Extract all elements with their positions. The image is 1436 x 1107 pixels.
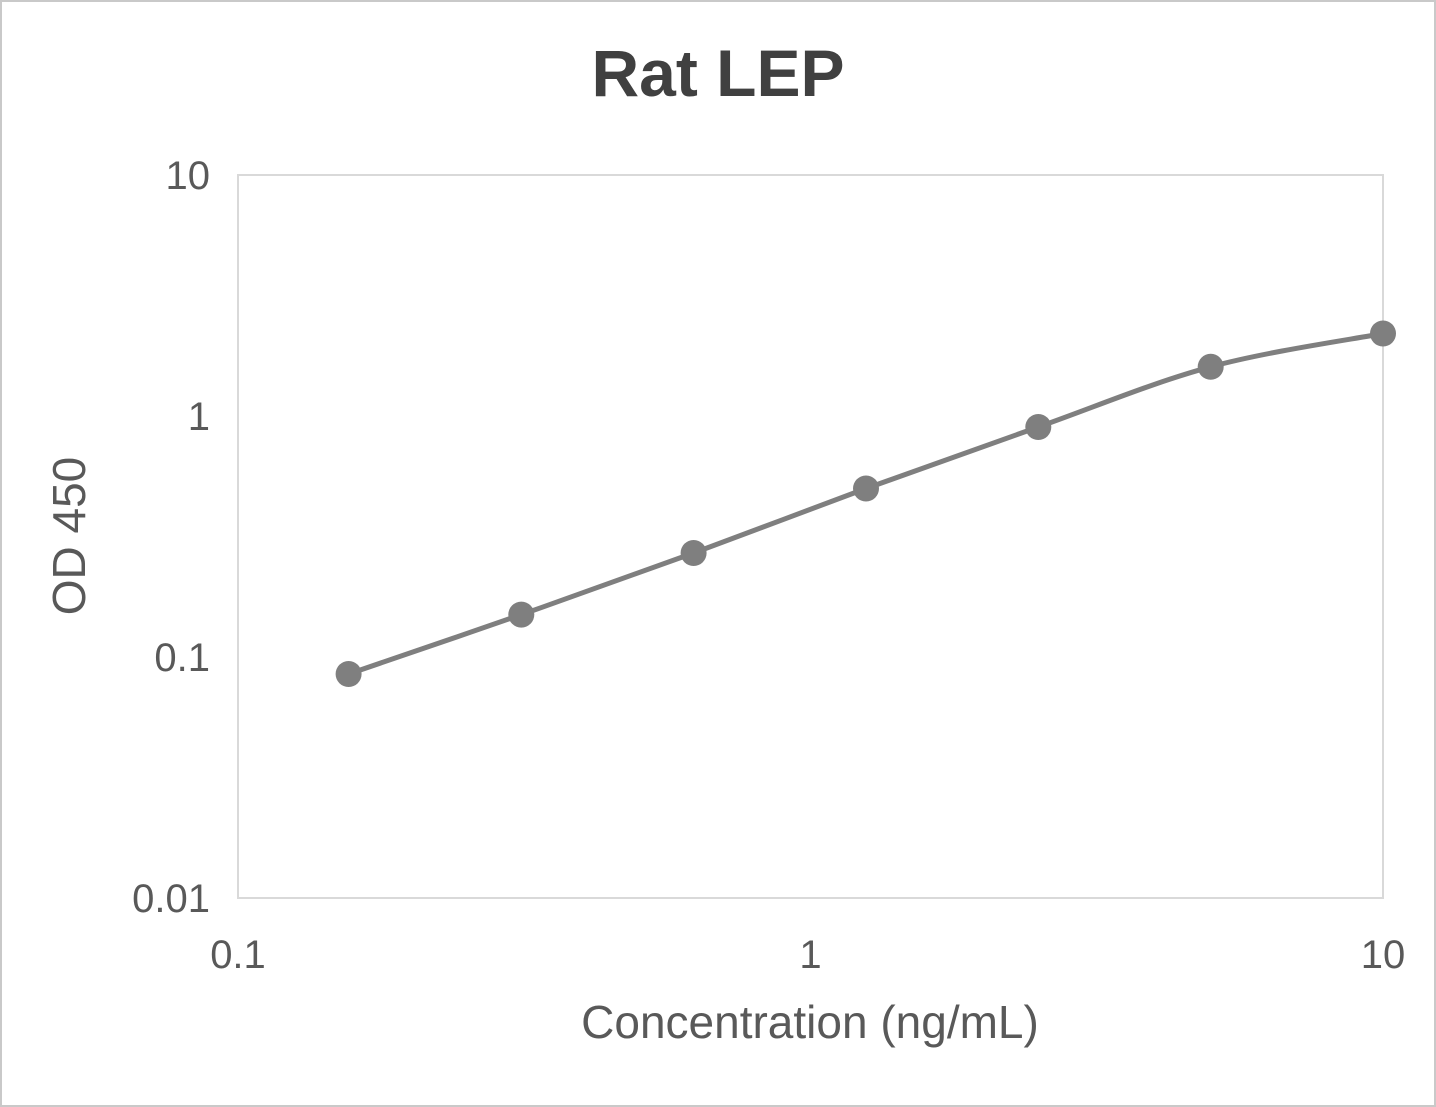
- y-axis-title: OD 450: [43, 457, 95, 616]
- data-point-marker: [853, 475, 879, 502]
- x-axis-title: Concentration (ng/mL): [581, 996, 1039, 1048]
- plot-area: [237, 174, 1384, 899]
- data-point-marker: [680, 540, 707, 566]
- y-tick-label: 1: [188, 395, 210, 439]
- x-tick-label: 0.1: [210, 933, 266, 977]
- y-tick-label: 10: [166, 154, 211, 198]
- x-tick-label: 1: [799, 933, 821, 977]
- y-axis-tick-labels: 0.01 0.1 1 10: [132, 154, 210, 921]
- x-axis-tick-labels: 0.1 1 10: [210, 933, 1405, 977]
- y-tick-label: 0.1: [154, 636, 210, 680]
- x-tick-label: 10: [1361, 933, 1406, 977]
- data-point-marker: [335, 661, 362, 687]
- data-point-marker: [508, 601, 535, 628]
- data-point-marker: [1025, 414, 1052, 440]
- data-point-marker: [1370, 320, 1396, 347]
- data-point-marker: [1197, 353, 1224, 380]
- series-markers: [335, 320, 1396, 687]
- y-tick-label: 0.01: [132, 877, 210, 921]
- chart-title: Rat LEP: [591, 36, 844, 110]
